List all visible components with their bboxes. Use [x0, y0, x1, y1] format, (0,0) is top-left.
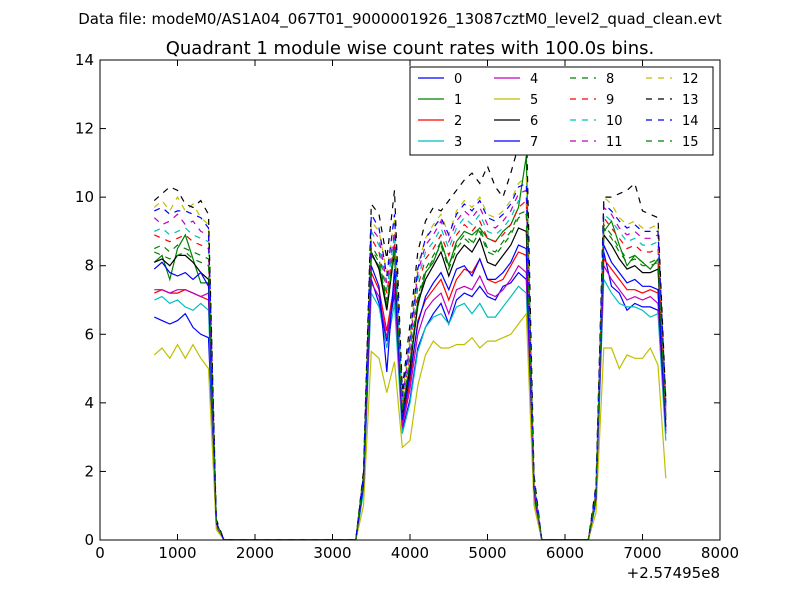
x-tick-label: 1000 [158, 544, 196, 562]
legend-label-8: 8 [606, 72, 614, 87]
y-tick-label: 8 [84, 257, 94, 275]
legend-label-3: 3 [454, 135, 462, 150]
y-tick-label: 6 [84, 325, 94, 343]
legend-label-13: 13 [682, 93, 699, 108]
series-line-7 [153, 244, 667, 540]
legend-label-4: 4 [530, 72, 538, 87]
legend-frame [409, 66, 714, 156]
legend-label-14: 14 [682, 114, 699, 129]
series-line-2 [154, 251, 667, 540]
legend-label-10: 10 [606, 114, 623, 129]
legend-label-15: 15 [682, 135, 699, 150]
series-line-6 [154, 227, 667, 540]
chart-suptitle: Data file: modeM0/AS1A04_067T01_90000019… [78, 10, 722, 29]
x-tick-label: 6000 [546, 544, 584, 562]
legend-label-7: 7 [530, 135, 538, 150]
series-line-4 [154, 263, 667, 540]
y-tick-label: 12 [75, 120, 94, 138]
ticks-layer: 0 1000 2000 3000 4000 5000 6000 7000 80000246810… [75, 51, 739, 562]
y-tick-label: 4 [84, 394, 94, 412]
series-line-0 [154, 251, 667, 540]
chart-title: Quadrant 1 module wise count rates with … [166, 38, 655, 59]
series-line-14 [154, 182, 667, 540]
x-tick-label: 3000 [313, 544, 351, 562]
x-tick-label: 7000 [623, 544, 661, 562]
legend-label-1: 1 [454, 93, 462, 108]
x-tick-label: 5000 [468, 544, 506, 562]
y-tick-label: 14 [75, 51, 94, 69]
legend-label-2: 2 [454, 114, 462, 129]
series-line-3 [154, 277, 667, 540]
series-line-13 [153, 121, 667, 540]
series-layer [153, 121, 667, 540]
legend-label-0: 0 [454, 72, 462, 87]
series-line-11 [153, 189, 667, 540]
y-tick-label: 0 [84, 531, 94, 549]
x-tick-label: 4000 [391, 544, 429, 562]
y-tick-label: 2 [84, 462, 94, 480]
series-line-5 [153, 312, 667, 540]
x-offset-label: +2.57495e8 [627, 564, 720, 582]
x-tick-label: 0 [95, 544, 105, 562]
legend-label-6: 6 [530, 114, 538, 129]
legend-label-12: 12 [682, 72, 699, 87]
x-tick-label: 2000 [236, 544, 274, 562]
legend-label-11: 11 [606, 135, 623, 150]
legend-label-9: 9 [606, 93, 614, 108]
x-tick-label: 8000 [701, 544, 739, 562]
legend-label-5: 5 [530, 93, 538, 108]
y-tick-label: 10 [75, 188, 94, 206]
